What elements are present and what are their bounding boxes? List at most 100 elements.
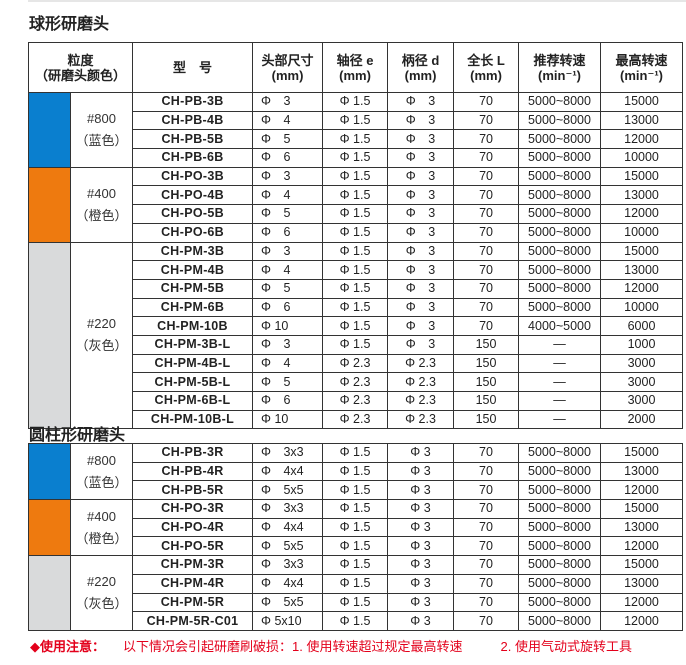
value-cell: 12000 [600,611,683,631]
value-cell: 70 [453,92,520,112]
model-cell: CH-PO-3B [132,166,254,187]
value-cell: 3000 [600,353,684,374]
value-cell: 5000~8000 [518,110,602,131]
value-cell: 5000~8000 [518,555,601,575]
value-cell: Φ 1.5 [322,573,388,594]
value-cell: 12000 [600,480,683,501]
value-cell: Φ 3 [387,592,454,613]
model-cell: CH-PM-10B [132,316,254,336]
value-cell: Φ 4 [252,260,324,280]
value-cell: 12000 [600,204,684,224]
value-cell: 70 [453,536,519,557]
grit-value: #220 [87,316,116,332]
value-cell: Φ 3 [387,278,455,299]
value-cell: Φ 3 [387,166,455,187]
value-cell: 12000 [600,278,684,299]
value-cell: Φ 3 [387,110,455,131]
value-cell: Φ 6 [252,391,324,411]
value-cell: Φ 1.5 [322,222,389,243]
value-cell: Φ 1.5 [322,611,388,631]
value-cell: 13000 [600,185,684,206]
model-cell: CH-PO-3R [132,499,253,519]
value-cell: 3000 [600,391,684,411]
value-cell: Φ 3 [387,573,454,594]
model-cell: CH-PO-4B [132,185,254,206]
grit-color-name: （灰色） [75,338,128,354]
table-row: CH-PB-5R Φ 5x5 Φ 1.5 Φ 3 70 5000~8000 12000 [29,480,683,501]
grit-color-name: （灰色） [75,596,128,611]
model-cell: CH-PM-4B [132,260,254,280]
value-cell: Φ 3 [387,461,454,482]
value-cell: Φ 5x5 [252,536,323,557]
value-cell: Φ 2.3 [322,391,389,411]
model-cell: CH-PM-4B-L [132,353,254,374]
model-cell: CH-PM-3B-L [132,334,254,355]
table-row: #220 （灰色） CH-PM-3R Φ 3x3 Φ 1.5 Φ 3 70 5000~8000… [28,555,683,631]
section-title-ball: 球形研磨头 [29,16,110,33]
value-cell: Φ 1.5 [322,316,389,336]
value-cell: 70 [453,110,520,131]
value-cell: 70 [453,592,519,613]
value-cell: 5000~8000 [518,499,601,519]
model-cell: CH-PM-5R-C01 [132,611,253,631]
model-cell: CH-PB-5B [132,129,254,150]
value-cell: Φ 3 [387,499,454,519]
table-row: CH-PM-5R-C01 Φ 5x10 Φ 1.5 Φ 3 70 5000~8000 120… [29,611,683,631]
value-cell: 13000 [600,110,684,131]
value-cell: Φ 3 [387,204,455,224]
model-cell: CH-PM-5B-L [132,372,254,392]
value-cell: Φ 3 [387,260,455,280]
value-cell: Φ 3 [387,611,454,631]
color-swatch [28,241,71,430]
value-cell: Φ 3x3 [252,443,323,463]
value-cell: 70 [453,241,520,262]
value-cell: Φ 3 [387,443,454,463]
value-cell: 5000~8000 [518,166,602,187]
value-cell: — [518,409,602,430]
value-cell: 15000 [600,92,684,112]
column-header: 头部尺寸 (mm) [252,42,324,93]
column-header: 粒度 （研磨头颜色） [27,42,134,93]
model-cell: CH-PB-4R [132,461,253,482]
value-cell: Φ 3 [252,241,324,262]
model-cell: CH-PM-6B-L [132,391,254,411]
value-cell: Φ 1.5 [322,334,389,355]
value-cell: 5000~8000 [518,536,601,557]
column-header: 最高转速 (min⁻¹) [600,42,684,93]
color-swatch [28,442,71,501]
value-cell: 70 [453,316,520,336]
value-cell: Φ 5 [252,204,324,224]
value-cell: 5000~8000 [518,611,601,631]
value-cell: Φ 1.5 [322,536,388,557]
value-cell: Φ 2.3 [387,409,455,430]
model-cell: CH-PM-6B [132,297,254,318]
value-cell: Φ 3 [387,480,454,501]
value-cell: 70 [453,222,520,243]
value-cell: Φ 1.5 [322,204,389,224]
value-cell: 70 [453,555,519,575]
model-cell: CH-PB-3B [132,92,254,112]
value-cell: Φ 1.5 [322,297,389,318]
value-cell: Φ 3 [387,241,455,262]
value-cell: 15000 [600,166,684,187]
value-cell: 70 [453,278,520,299]
value-cell: 70 [453,611,519,631]
value-cell: 15000 [600,443,683,463]
value-cell: — [518,334,602,355]
value-cell: Φ 2.3 [387,372,455,392]
value-cell: 5000~8000 [518,592,601,613]
value-cell: Φ 3 [387,129,455,150]
value-cell: Φ 6 [252,222,324,243]
value-cell: Φ 5 [252,372,324,392]
grit-color-name: （橙色） [75,207,128,223]
value-cell: 5000~8000 [518,92,602,112]
model-cell: CH-PM-3B [132,241,254,262]
model-cell: CH-PO-5B [132,204,254,224]
value-cell: Φ 1.5 [322,185,389,206]
